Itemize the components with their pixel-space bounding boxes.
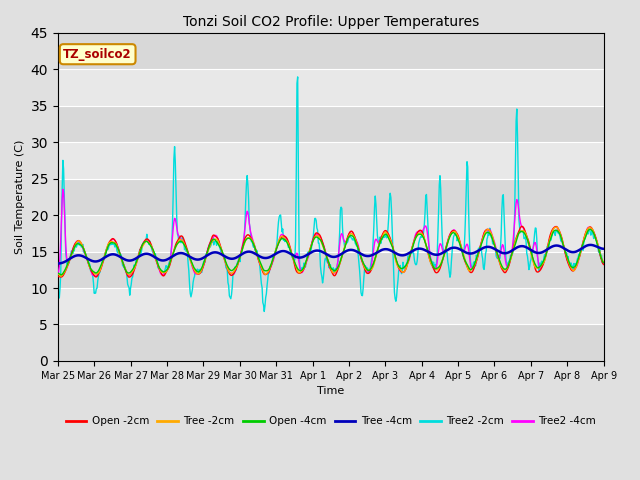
Bar — [58, 288, 604, 324]
Bar — [58, 179, 604, 215]
Text: TZ_soilco2: TZ_soilco2 — [63, 48, 132, 60]
Title: Tonzi Soil CO2 Profile: Upper Temperatures: Tonzi Soil CO2 Profile: Upper Temperatur… — [182, 15, 479, 29]
Bar — [58, 33, 604, 70]
X-axis label: Time: Time — [317, 386, 344, 396]
Bar — [58, 70, 604, 106]
Bar — [58, 106, 604, 142]
Y-axis label: Soil Temperature (C): Soil Temperature (C) — [15, 140, 25, 254]
Bar — [58, 142, 604, 179]
Bar — [58, 252, 604, 288]
Bar — [58, 215, 604, 252]
Bar — [58, 324, 604, 361]
Legend: Open -2cm, Tree -2cm, Open -4cm, Tree -4cm, Tree2 -2cm, Tree2 -4cm: Open -2cm, Tree -2cm, Open -4cm, Tree -4… — [61, 412, 600, 431]
